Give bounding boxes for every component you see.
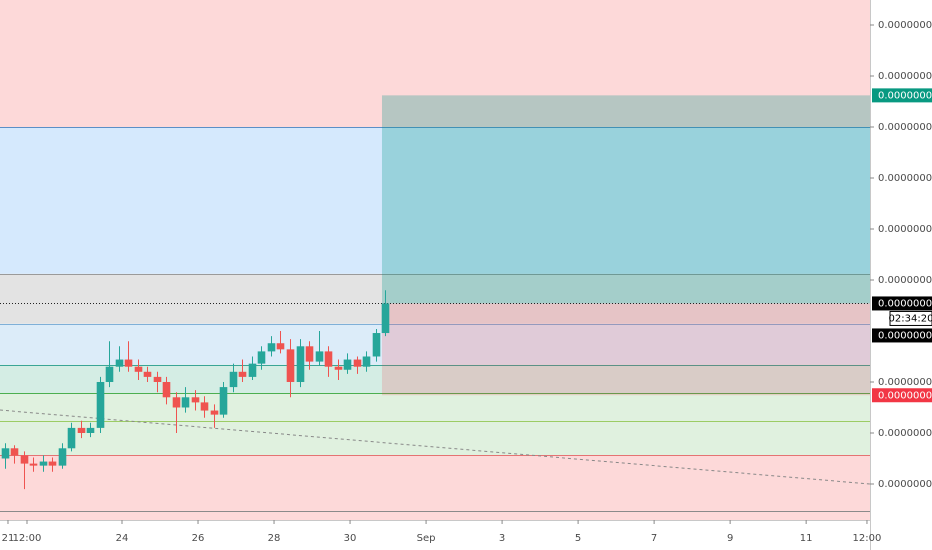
candle-body xyxy=(58,448,67,466)
stop-box xyxy=(381,303,870,396)
price-badge-label: 0.0000000427 xyxy=(878,298,932,309)
price-badge-label: 0.0000000425 xyxy=(878,330,932,341)
price-badge xyxy=(872,88,932,103)
price-badge-label: 0.0000000337 xyxy=(878,390,932,401)
x-tick-label: 11 xyxy=(800,533,813,544)
time-axis-panel xyxy=(0,520,870,550)
axes: 0.0000000700 0.0000000650 0.0000000600 0.00… xyxy=(2,20,932,544)
price-badge-label: 0.0000000631 xyxy=(878,90,932,101)
candle-body xyxy=(191,397,200,403)
x-tick-label: 5 xyxy=(575,533,581,544)
candle-body xyxy=(286,349,295,382)
zone xyxy=(0,0,870,127)
candle-body xyxy=(267,343,276,352)
candle-body xyxy=(248,363,257,377)
zone xyxy=(0,393,870,456)
zone xyxy=(0,323,870,365)
candle-body xyxy=(343,359,352,370)
trend-line xyxy=(0,409,871,485)
candle-body xyxy=(210,410,219,415)
zone xyxy=(0,273,870,324)
y-tick-label: 0.0000000450 xyxy=(878,275,932,286)
candle-body xyxy=(20,455,29,464)
y-tick-label: 0.0000000300 xyxy=(878,428,932,439)
y-tick-label: 0.0000000700 xyxy=(878,20,932,31)
candle-body xyxy=(372,333,381,357)
candle-body xyxy=(238,371,247,377)
price-badge xyxy=(872,388,932,403)
candle-body xyxy=(305,346,314,362)
candle-body xyxy=(334,366,343,370)
x-tick-label: 26 xyxy=(192,533,205,544)
candle-body xyxy=(105,366,114,382)
countdown: 02:34:20 xyxy=(889,313,932,324)
candle-body xyxy=(153,376,162,382)
candle-body xyxy=(219,387,228,415)
candle-body xyxy=(77,427,86,433)
candle-body xyxy=(181,397,190,408)
candle-body xyxy=(29,463,38,466)
x-tick-label: 3 xyxy=(499,533,505,544)
candle-body xyxy=(115,359,124,367)
candle-body xyxy=(172,397,181,408)
y-tick-label: 0.0000000550 xyxy=(878,173,932,184)
x-tick-label: Sep xyxy=(417,533,436,544)
candle-body xyxy=(86,427,95,433)
candle-body xyxy=(162,381,171,398)
y-tick-label: 0.0000000350 xyxy=(878,377,932,388)
y-tick-label: 0.0000000500 xyxy=(878,224,932,235)
price-badge xyxy=(872,296,932,311)
candle-body xyxy=(124,359,133,367)
candle-body xyxy=(39,461,48,466)
candle-body xyxy=(257,351,266,364)
candle-body xyxy=(48,461,57,466)
zone xyxy=(0,364,870,394)
y-tick-label: 0.0000000250 xyxy=(878,479,932,490)
target-box xyxy=(381,95,870,304)
candle-body xyxy=(1,448,10,459)
candle-body xyxy=(362,356,371,367)
x-tick-label: 28 xyxy=(268,533,281,544)
plot-area xyxy=(0,0,871,520)
y-tick-label: 0.0000000650 xyxy=(878,71,932,82)
candle-body xyxy=(324,351,333,367)
candle-body xyxy=(10,448,19,456)
candle-body xyxy=(353,359,362,367)
countdown-box xyxy=(889,310,932,326)
candle-body xyxy=(67,427,76,449)
candle-body xyxy=(296,346,305,382)
candle-body xyxy=(96,381,105,428)
y-tick-label: 0.0000000600 xyxy=(878,122,932,133)
candle-body xyxy=(315,351,324,362)
x-tick-label: 12:00 xyxy=(853,533,882,544)
candle-body xyxy=(276,343,285,350)
x-tick-label: 12:00 xyxy=(13,533,42,544)
zone xyxy=(0,455,870,520)
candle-body xyxy=(200,402,209,411)
candle-body xyxy=(381,303,390,334)
candle-body xyxy=(229,371,238,388)
candle-body xyxy=(134,366,143,372)
zone xyxy=(0,126,870,274)
x-tick-label: 7 xyxy=(651,533,657,544)
price-badge xyxy=(872,328,932,343)
x-tick-label: 21 xyxy=(2,533,15,544)
x-tick-label: 24 xyxy=(116,533,129,544)
x-tick-label: 9 xyxy=(727,533,733,544)
x-tick-label: 30 xyxy=(344,533,357,544)
candle-body xyxy=(143,371,152,377)
